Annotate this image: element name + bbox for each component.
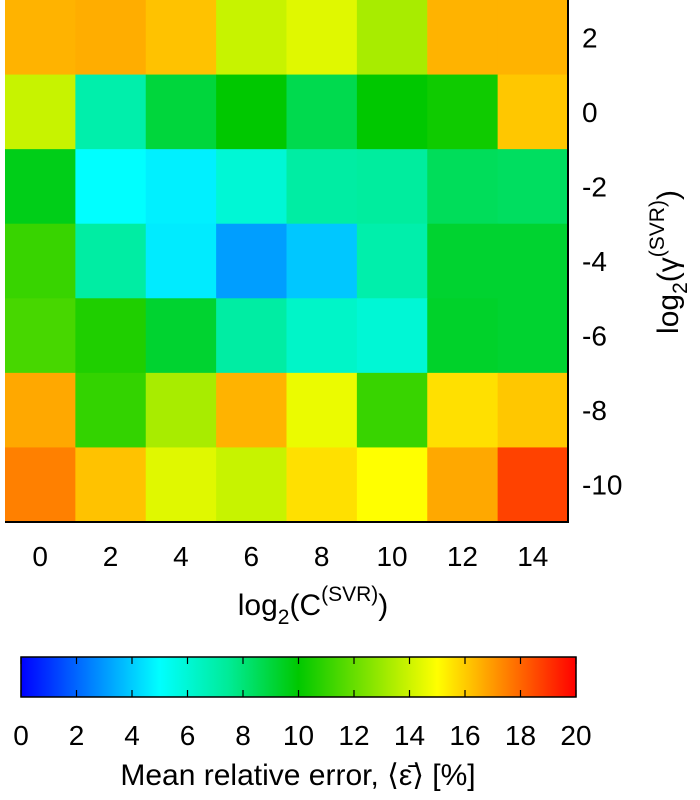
heatmap-cell xyxy=(356,447,428,523)
heatmap-cell xyxy=(5,447,76,523)
heatmap-cell xyxy=(286,74,358,150)
x-tick-labels: 0 2 4 6 8 10 12 14 xyxy=(32,541,548,572)
x-tick-label: 6 xyxy=(244,541,260,572)
heatmap-cell xyxy=(145,0,217,76)
heatmap-cell xyxy=(356,0,428,76)
heatmap-cell xyxy=(356,149,428,225)
colorbar-tick-label: 8 xyxy=(235,720,251,751)
heatmap-cell xyxy=(5,0,76,76)
y-tick-label: 0 xyxy=(582,97,598,128)
heatmap-cell xyxy=(5,74,76,150)
colorbar-tick-label: 10 xyxy=(283,720,314,751)
x-tick-label: 8 xyxy=(314,541,330,572)
heatmap-cell xyxy=(216,149,288,225)
heatmap-cell xyxy=(75,447,147,523)
heatmap-cell xyxy=(286,372,358,449)
heatmap-cell xyxy=(5,372,76,449)
y-axis-label: log2(γ(SVR)) xyxy=(646,190,692,334)
heatmap-cell xyxy=(497,0,569,76)
colorbar-label: Mean relative error, ⟨ε̄⟩ [%] xyxy=(120,759,475,792)
heatmap-cell xyxy=(5,298,76,374)
heatmap-cell xyxy=(145,447,217,523)
heatmap-cells xyxy=(5,0,569,523)
x-tick-label: 14 xyxy=(517,541,548,572)
heatmap-cell xyxy=(75,298,147,374)
heatmap-cell xyxy=(145,149,217,225)
colorbar-tick-label: 0 xyxy=(13,720,29,751)
colorbar-tick-label: 18 xyxy=(505,720,536,751)
heatmap-cell xyxy=(497,372,569,449)
y-tick-label: -4 xyxy=(582,246,607,277)
colorbar-tick-label: 20 xyxy=(560,720,591,751)
heatmap-cell xyxy=(497,223,569,299)
heatmap-cell xyxy=(75,0,147,76)
heatmap-cell xyxy=(75,149,147,225)
y-tick-labels: 2 0 -2 -4 -6 -8 -10 xyxy=(582,22,622,500)
heatmap-cell xyxy=(216,223,288,299)
heatmap-cell xyxy=(356,372,428,449)
colorbar-tick-label: 2 xyxy=(69,720,85,751)
heatmap-cell xyxy=(427,372,499,449)
heatmap-cell xyxy=(145,372,217,449)
colorbar-tick-label: 4 xyxy=(124,720,140,751)
heatmap-cell xyxy=(145,298,217,374)
heatmap-cell xyxy=(497,74,569,150)
heatmap-cell xyxy=(216,298,288,374)
colorbar-tick-label: 12 xyxy=(338,720,369,751)
heatmap-cell xyxy=(427,149,499,225)
heatmap-cell xyxy=(286,0,358,76)
colorbar-ticks: 0 2 4 6 8 10 12 14 16 18 20 xyxy=(13,657,592,751)
heatmap-cell xyxy=(286,447,358,523)
heatmap-cell xyxy=(75,74,147,150)
heatmap-cell xyxy=(286,223,358,299)
x-axis-label: log2(C(SVR)) xyxy=(238,583,389,629)
x-tick-label: 0 xyxy=(32,541,48,572)
x-tick-label: 4 xyxy=(173,541,189,572)
heatmap-cell xyxy=(5,149,76,225)
y-tick-label: -8 xyxy=(582,395,607,426)
heatmap-cell xyxy=(356,298,428,374)
heatmap-cell xyxy=(286,298,358,374)
heatmap-cell xyxy=(427,447,499,523)
heatmap-cell xyxy=(356,74,428,150)
heatmap-cell xyxy=(427,74,499,150)
x-tick-label: 2 xyxy=(103,541,119,572)
y-tick-label: 2 xyxy=(582,22,598,53)
heatmap-cell xyxy=(286,149,358,225)
heatmap-cell xyxy=(427,0,499,76)
y-tick-label: -2 xyxy=(582,171,607,202)
heatmap-cell xyxy=(356,223,428,299)
heatmap-cell xyxy=(216,372,288,449)
colorbar-tick-label: 6 xyxy=(180,720,196,751)
heatmap-cell xyxy=(497,447,569,523)
x-tick-label: 10 xyxy=(376,541,407,572)
heatmap-cell xyxy=(497,149,569,225)
colorbar-tick-label: 16 xyxy=(449,720,480,751)
heatmap-cell xyxy=(216,0,288,76)
heatmap-cell xyxy=(216,447,288,523)
heatmap-cell xyxy=(145,223,217,299)
heatmap-cell xyxy=(427,298,499,374)
heatmap-cell xyxy=(75,372,147,449)
colorbar-tick-label: 14 xyxy=(394,720,425,751)
y-tick-label: -10 xyxy=(582,470,622,501)
x-tick-label: 12 xyxy=(447,541,478,572)
heatmap-cell xyxy=(497,298,569,374)
heatmap-cell xyxy=(145,74,217,150)
heatmap-cell xyxy=(5,223,76,299)
y-tick-label: -6 xyxy=(582,321,607,352)
heatmap-cell xyxy=(216,74,288,150)
heatmap-cell xyxy=(427,223,499,299)
heatmap-cell xyxy=(75,223,147,299)
